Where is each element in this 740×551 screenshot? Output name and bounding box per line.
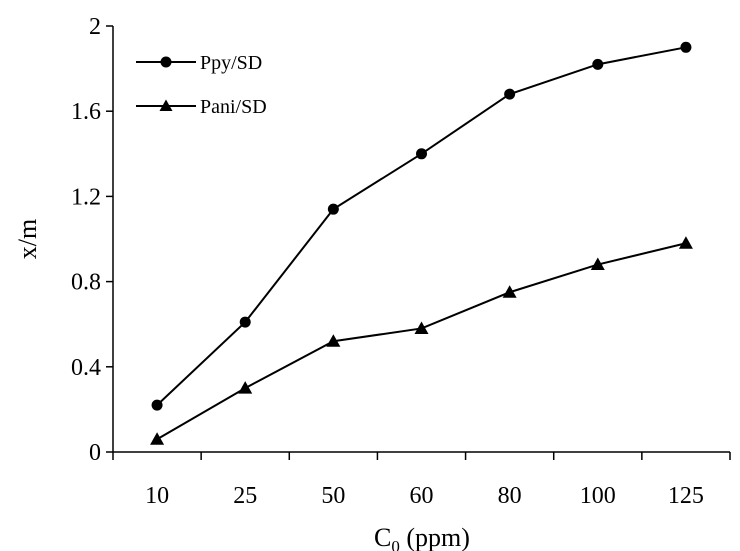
x-tick-label: 25 bbox=[233, 483, 257, 509]
series-line bbox=[156, 242, 687, 441]
y-tick-label: 2 bbox=[89, 14, 101, 40]
x-tick-label: 80 bbox=[498, 483, 522, 509]
data-point-triangle bbox=[414, 321, 429, 334]
data-point-triangle bbox=[238, 381, 253, 394]
x-axis-title-unit: (ppm) bbox=[400, 523, 470, 551]
data-point-circle bbox=[680, 41, 692, 53]
data-point-circle bbox=[151, 399, 163, 411]
x-tick-label: 10 bbox=[145, 483, 169, 509]
data-point-circle bbox=[239, 316, 251, 328]
x-ticks: 10 25 50 60 80 100 125 bbox=[112, 452, 731, 509]
data-point-circle bbox=[592, 58, 604, 70]
legend-label-ppy: Ppy/SD bbox=[200, 52, 262, 74]
x-axis-title-subscript: 0 bbox=[391, 537, 400, 551]
y-tick-label: 0.8 bbox=[71, 270, 101, 296]
series-pani-sd bbox=[150, 236, 693, 445]
y-tick-label: 1.6 bbox=[71, 99, 101, 125]
data-point-triangle bbox=[590, 257, 605, 271]
legend: Ppy/SD Pani/SD bbox=[136, 52, 267, 118]
y-tick-label: 0 bbox=[89, 440, 101, 466]
x-axis-title-main: C bbox=[374, 523, 391, 551]
data-point-triangle bbox=[502, 285, 517, 298]
data-point-triangle bbox=[326, 334, 341, 347]
data-point-circle bbox=[504, 88, 516, 100]
y-tick-label: 0.4 bbox=[71, 355, 101, 381]
x-axis-title: C0 (ppm) bbox=[374, 523, 470, 551]
series-layer bbox=[150, 41, 693, 445]
y-tick-label: 1.2 bbox=[71, 184, 101, 210]
data-point-triangle bbox=[678, 236, 693, 249]
x-tick-label: 60 bbox=[410, 483, 434, 509]
legend-label-pani: Pani/SD bbox=[200, 96, 267, 118]
x-tick-label: 125 bbox=[668, 483, 704, 509]
y-ticks: 0 0.4 0.8 1.2 1.6 2 bbox=[71, 14, 113, 466]
x-tick-label: 100 bbox=[580, 483, 616, 509]
axes bbox=[112, 26, 730, 453]
data-point-triangle bbox=[150, 432, 165, 445]
data-point-circle bbox=[327, 203, 339, 215]
series-ppy-sd bbox=[151, 41, 692, 411]
x-tick-label: 50 bbox=[321, 483, 345, 509]
data-point-circle bbox=[416, 148, 427, 160]
legend-marker-circle bbox=[160, 56, 172, 68]
legend-marker-triangle bbox=[159, 99, 173, 111]
y-axis-title: x/m bbox=[13, 219, 42, 259]
